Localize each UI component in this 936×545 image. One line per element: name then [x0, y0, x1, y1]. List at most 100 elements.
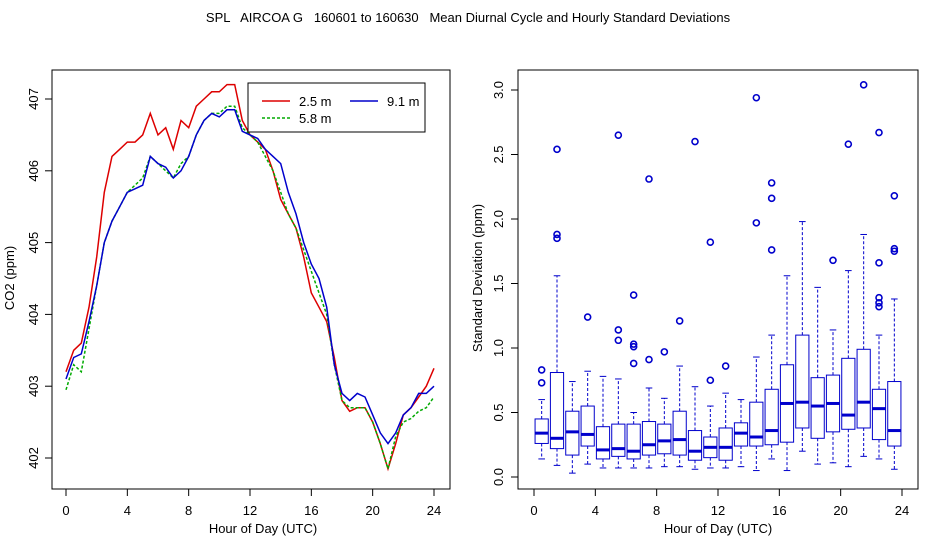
box-hour: [703, 238, 718, 469]
box-plot-frame: [517, 69, 919, 490]
outlier-point: [629, 359, 638, 368]
box-hour: [764, 179, 779, 460]
box-hour: [580, 313, 595, 465]
outlier-point: [675, 317, 684, 325]
line-chart: 0 4 8 12 16 20 24 402 403 404 405 406 407 Hour of Da…: [2, 69, 451, 536]
box-hour: [565, 381, 580, 474]
iqr-box: [856, 348, 871, 429]
outlier-point: [553, 234, 561, 243]
iqr-box: [580, 405, 595, 447]
outlier-point: [614, 326, 623, 334]
figure-title: SPL AIRCOA G 160601 to 160630 Mean Diurn…: [206, 10, 731, 25]
outlier-point: [752, 93, 761, 102]
legend-label: 9.1 m: [387, 94, 420, 109]
iqr-box: [687, 430, 703, 461]
outlier-point: [875, 128, 883, 137]
outlier-point: [629, 340, 638, 348]
y-tick-label: 404: [26, 304, 41, 326]
y-tick-label: 3.0: [491, 81, 506, 99]
x-tick-label: 8: [653, 503, 660, 518]
outlier-point: [767, 194, 776, 203]
outlier-point: [829, 256, 837, 265]
box-x-axis-label: Hour of Day (UTC): [664, 521, 772, 536]
y-tick-label: 0.5: [491, 403, 506, 421]
outlier-point: [537, 379, 546, 387]
x-tick-label: 0: [62, 503, 69, 518]
outlier-point: [537, 366, 546, 374]
outlier-point: [614, 131, 623, 139]
iqr-box: [810, 377, 825, 439]
outlier-point: [890, 191, 899, 200]
x-tick-label: 4: [124, 503, 131, 518]
box-hour: [749, 93, 764, 472]
series-line-9-1-m: [65, 109, 435, 445]
x-tick-label: 4: [592, 503, 599, 518]
outlier-point: [629, 342, 638, 351]
box-hour: [611, 131, 626, 469]
outlier-point: [721, 362, 730, 370]
box-hour: [718, 362, 733, 469]
iqr-box: [611, 423, 626, 457]
box-hour: [825, 256, 841, 464]
x-tick-label: 0: [530, 503, 537, 518]
iqr-box: [764, 388, 779, 446]
x-tick-label: 16: [772, 503, 786, 518]
outlier-point: [859, 81, 868, 89]
line-axes: 0 4 8 12 16 20 24 402 403 404 405 406 407: [26, 88, 441, 518]
y-tick-label: 406: [26, 160, 41, 182]
outlier-point: [614, 336, 623, 345]
outlier-point: [553, 145, 561, 154]
outlier-point: [875, 259, 883, 267]
outlier-point: [629, 291, 638, 299]
legend-box: [247, 82, 426, 133]
line-plot-frame: [51, 69, 451, 490]
box-axes: 0 4 8 12 16 20 24 0.0 0.5 1.0 1.5 2.0 2.5 3.0: [491, 81, 909, 518]
x-tick-label: 24: [895, 503, 909, 518]
iqr-box: [795, 334, 810, 429]
box-hour: [733, 399, 749, 468]
outlier-point: [767, 179, 776, 187]
legend: 2.5 m 5.8 m 9.1 m: [247, 82, 426, 133]
outlier-point: [844, 140, 853, 148]
y-tick-label: 2.5: [491, 145, 506, 163]
iqr-box: [626, 423, 641, 460]
series-line-5-8-m: [65, 105, 435, 472]
iqr-box: [657, 423, 672, 455]
box-hour: [795, 221, 810, 452]
iqr-box: [549, 372, 565, 450]
line-x-axis-label: Hour of Day (UTC): [209, 521, 317, 536]
box-hour: [549, 145, 565, 466]
y-tick-label: 1.5: [491, 274, 506, 292]
x-tick-label: 24: [427, 503, 441, 518]
outlier-point: [875, 299, 883, 307]
box-hour: [534, 366, 549, 460]
x-tick-label: 16: [304, 503, 318, 518]
x-tick-label: 12: [711, 503, 725, 518]
y-tick-label: 0.0: [491, 468, 506, 486]
outlier-point: [767, 246, 776, 254]
legend-label: 5.8 m: [299, 111, 332, 126]
iqr-box: [841, 357, 856, 430]
outlier-point: [706, 238, 715, 247]
y-tick-label: 402: [26, 447, 41, 469]
iqr-box: [718, 427, 733, 461]
legend-label: 2.5 m: [299, 94, 332, 109]
box-group: [534, 81, 902, 474]
line-y-axis-label: CO2 (ppm): [2, 246, 17, 310]
y-tick-label: 2.0: [491, 210, 506, 228]
outlier-point: [890, 247, 899, 256]
outlier-point: [875, 293, 883, 302]
box-hour: [672, 317, 687, 468]
legend-items: 2.5 m 5.8 m 9.1 m: [262, 94, 420, 126]
x-tick-label: 20: [365, 503, 379, 518]
iqr-box: [749, 401, 764, 447]
outlier-point: [583, 313, 592, 321]
box-y-axis-label: Standard Deviation (ppm): [470, 204, 485, 352]
box-hour: [595, 375, 611, 469]
line-series-group: [65, 83, 435, 472]
x-tick-label: 12: [243, 503, 257, 518]
y-tick-label: 403: [26, 375, 41, 397]
y-tick-label: 405: [26, 232, 41, 254]
outlier-point: [890, 244, 899, 253]
